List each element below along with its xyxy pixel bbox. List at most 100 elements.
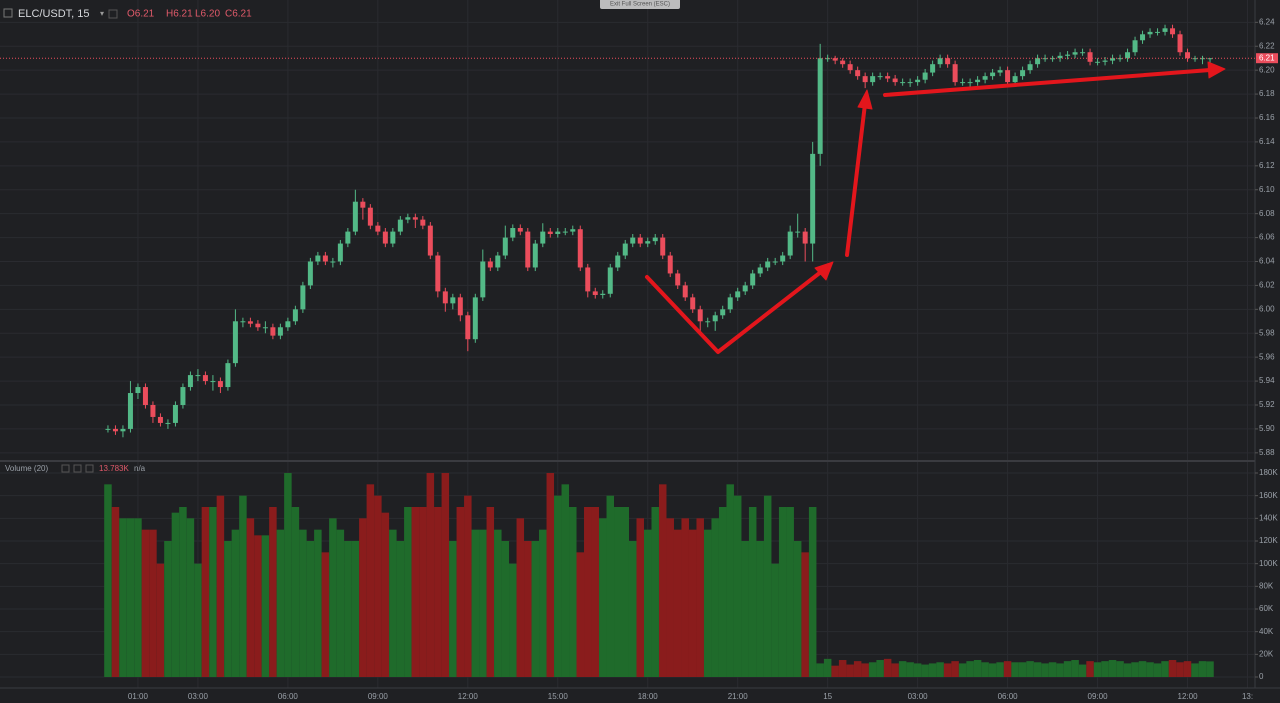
volume-bar: [329, 518, 337, 678]
candle-body: [172, 404, 178, 423]
volume-icon[interactable]: [61, 464, 70, 473]
candle-body: [442, 291, 448, 304]
volume-bar: [126, 518, 135, 678]
candle-body: [1057, 55, 1063, 59]
volume-bar: [966, 661, 974, 678]
volume-bar: [186, 518, 195, 678]
volume-bar: [156, 563, 165, 678]
volume-bar: [486, 506, 495, 678]
volume-bar: [906, 662, 914, 678]
candle-body: [382, 231, 388, 244]
volume-bar: [643, 529, 652, 678]
volume-bar: [733, 495, 742, 678]
volume-bar: [261, 535, 270, 678]
candle-body: [457, 297, 463, 316]
candle-body: [1125, 52, 1131, 59]
candle-body: [322, 255, 328, 262]
candle-body: [1080, 52, 1086, 54]
volume-bar: [1168, 660, 1177, 678]
candle-body: [1177, 34, 1183, 53]
volume-bar: [703, 529, 712, 678]
volume-bar: [239, 495, 247, 678]
candle-body: [667, 255, 673, 274]
volume-bar: [898, 661, 907, 678]
candle-body: [1012, 76, 1018, 83]
volume-bar: [988, 663, 997, 678]
volume-bar: [111, 506, 120, 678]
x-tick-label: 13:: [1242, 692, 1253, 701]
volume-bar: [531, 540, 540, 678]
candle-body: [757, 267, 763, 274]
x-tick-label: 01:00: [128, 692, 149, 701]
candle-body: [300, 285, 306, 310]
volume-bar: [1198, 661, 1207, 678]
candle-body: [517, 228, 523, 232]
volume-bar: [831, 665, 839, 678]
symbol: ELC/USDT, 15: [18, 8, 90, 20]
volume-bar: [763, 495, 772, 678]
volume-bar: [524, 540, 532, 678]
candle-body: [532, 243, 538, 268]
volume-bar: [876, 660, 884, 678]
candle-body: [285, 321, 291, 328]
notice-box[interactable]: [600, 0, 680, 9]
y-tick-label: 6.08: [1259, 209, 1275, 218]
volume-bar: [1183, 661, 1192, 678]
volume-bar: [276, 529, 285, 678]
volume-bar: [1048, 662, 1057, 678]
candle-body: [112, 428, 118, 432]
volume-bar: [201, 506, 210, 678]
notice[interactable]: Exit Full Screen (ESC): [610, 2, 670, 8]
volume-bar: [591, 506, 600, 678]
y-tick-label: 60K: [1259, 604, 1274, 613]
volume-bar: [868, 662, 877, 678]
volume-bar: [344, 540, 352, 678]
y-tick-label: 100K: [1259, 559, 1278, 568]
candle-body: [240, 321, 246, 323]
volume-bar: [1146, 662, 1154, 678]
candle-body: [975, 79, 981, 83]
candle-body: [360, 201, 366, 208]
volume-bar: [1161, 661, 1169, 678]
volume-bar: [449, 540, 457, 678]
y-tick-label: 6.06: [1259, 233, 1275, 242]
volume-icon[interactable]: [73, 464, 82, 473]
ohlc-high: H6.21: [166, 9, 193, 20]
volume-icon[interactable]: [85, 464, 94, 473]
volume-bar: [1071, 660, 1079, 678]
candle-body: [900, 82, 906, 84]
candle-body: [960, 82, 966, 84]
candle-body: [825, 58, 831, 60]
dropdown[interactable]: ▾: [100, 9, 104, 18]
volume-bar: [1206, 661, 1214, 678]
candle-body: [1087, 52, 1093, 62]
volume-title: Volume (20): [5, 464, 48, 473]
volume-bar: [381, 512, 390, 678]
x-tick-label: 15: [823, 692, 832, 701]
candle-body: [810, 153, 816, 244]
y-tick-label: 6.22: [1259, 41, 1275, 50]
volume-bar: [943, 663, 952, 678]
candle-body: [352, 201, 358, 232]
y-tick-label: 80K: [1259, 581, 1274, 590]
volume-bar: [1026, 661, 1034, 678]
candle-body: [660, 237, 666, 256]
volume-bar: [1078, 664, 1087, 678]
ohlc-open: O6.21: [127, 9, 155, 20]
candle-body: [292, 309, 298, 322]
y-tick-label: 6.10: [1259, 185, 1275, 194]
candle-body: [450, 297, 456, 304]
y-tick-label: 5.92: [1259, 400, 1275, 409]
volume-bar: [636, 518, 644, 678]
y-tick-label: 6.24: [1259, 17, 1275, 26]
collapse-icon[interactable]: [3, 8, 13, 18]
volume-bar: [494, 529, 502, 678]
settings-icon[interactable]: [108, 9, 118, 19]
volume-bar: [171, 512, 180, 678]
volume-bar: [651, 506, 659, 678]
x-tick-label: 18:00: [638, 692, 659, 701]
volume-bar: [291, 506, 300, 678]
volume-bar: [741, 540, 749, 678]
volume-bar: [786, 506, 794, 678]
last-price-box: [1256, 53, 1278, 64]
